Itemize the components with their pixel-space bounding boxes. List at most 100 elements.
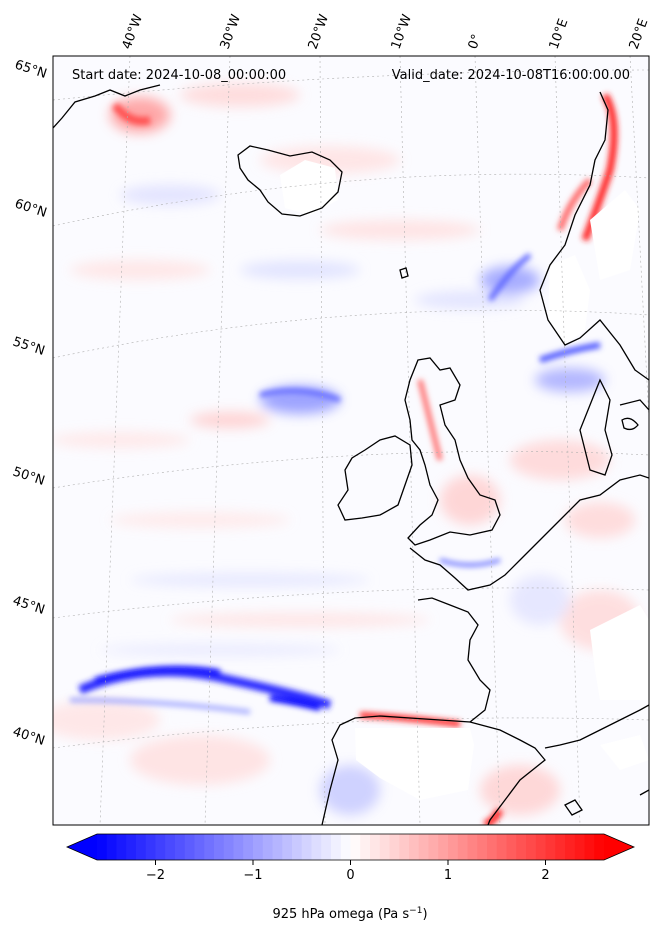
- colorbar-cell: [477, 834, 488, 860]
- colorbar-cell: [418, 834, 430, 860]
- colorbar-cell: [428, 834, 439, 860]
- colorbar-label: 925 hPa omega (Pa s−1): [272, 906, 427, 922]
- graticule: [53, 56, 649, 825]
- no-data-norway: [548, 255, 590, 345]
- lat-label-50n: 50°N: [11, 465, 47, 489]
- omega-field: [53, 56, 649, 825]
- colorbar-outline: [65, 833, 636, 861]
- colorbar-cell: [292, 834, 303, 860]
- latitude-labels: 65°N 60°N 55°N 50°N 45°N 40°N: [11, 58, 49, 749]
- lon-label-20e: 20°E: [627, 17, 652, 52]
- colorbar-cell: [233, 834, 244, 860]
- colorbar-cell: [311, 834, 322, 860]
- colorbar-cell: [574, 834, 586, 860]
- coast-med: [544, 704, 649, 749]
- colorbar-cell: [516, 834, 527, 860]
- colorbar-cell: [389, 834, 400, 860]
- colorbar-cell: [370, 834, 381, 860]
- colorbar-cell: [155, 834, 166, 860]
- colorbar-cell: [301, 834, 313, 860]
- colorbar-cell: [457, 834, 469, 860]
- lon-label-10w: 10°W: [389, 12, 415, 51]
- no-data-iceland: [280, 160, 338, 215]
- colorbar-cell: [282, 834, 293, 860]
- colorbar-cell: [106, 834, 118, 860]
- colorbar-cell: [214, 834, 225, 860]
- coast-iceland: [237, 145, 343, 217]
- no-data-iberia: [355, 728, 474, 800]
- colorbar: −2 −1 0 1 2 925 hPa omega (Pa s−1): [65, 833, 636, 922]
- colorbar-cell: [204, 834, 215, 860]
- lon-label-10e: 10°E: [547, 17, 572, 52]
- no-data-alps: [590, 605, 649, 700]
- map-frame: [52, 55, 650, 826]
- colorbar-cell: [116, 834, 127, 860]
- colorbar-extend-min: [67, 834, 97, 860]
- colorbar-tick-label: 1: [444, 868, 452, 883]
- coast-europe-north: [409, 474, 649, 591]
- colorbar-cell: [165, 834, 176, 860]
- colorbar-cell: [555, 834, 566, 860]
- colorbar-cell: [321, 834, 332, 860]
- start-date-label: Start date: 2024-10-08_00:00:00: [72, 68, 286, 83]
- colorbar-cell: [194, 834, 205, 860]
- colorbar-cell: [487, 834, 498, 860]
- colorbar-cell: [360, 834, 371, 860]
- colorbar-cell: [145, 834, 157, 860]
- coast-great-britain: [404, 357, 501, 546]
- colorbar-cell: [331, 834, 342, 860]
- colorbar-cell: [565, 834, 576, 860]
- colorbar-cell: [350, 834, 361, 860]
- lat-label-40n: 40°N: [11, 725, 47, 749]
- colorbar-tick-label: −2: [146, 868, 165, 883]
- lon-label-40w: 40°W: [120, 12, 146, 51]
- colorbar-cell: [584, 834, 595, 860]
- colorbar-cell: [223, 834, 235, 860]
- lat-label-65n: 65°N: [13, 58, 49, 82]
- coast-faroes: [399, 267, 409, 279]
- coast-iberia-east: [469, 721, 546, 825]
- colorbar-cell: [448, 834, 459, 860]
- coast-norway: [539, 91, 649, 381]
- coastlines: [53, 84, 649, 825]
- colorbar-ticks: −2 −1 0 1 2: [146, 860, 550, 883]
- coast-ireland: [337, 435, 413, 521]
- colorbar-tick-label: 2: [541, 868, 549, 883]
- colorbar-cell: [399, 834, 410, 860]
- coast-denmark: [579, 378, 613, 476]
- colorbar-cell: [184, 834, 196, 860]
- colorbar-cell: [379, 834, 391, 860]
- colorbar-tick-label: 0: [346, 868, 354, 883]
- colorbar-tick-label: −1: [243, 868, 262, 883]
- no-data-scandes: [590, 190, 640, 280]
- lat-label-60n: 60°N: [13, 197, 49, 221]
- colorbar-cell: [126, 834, 137, 860]
- colorbar-cell: [262, 834, 274, 860]
- colorbar-cell: [136, 834, 147, 860]
- colorbar-cell: [496, 834, 508, 860]
- colorbar-cell: [526, 834, 537, 860]
- colorbar-cell: [467, 834, 478, 860]
- colorbar-cell: [340, 834, 352, 860]
- colorbar-cell: [253, 834, 264, 860]
- lat-label-45n: 45°N: [11, 594, 47, 618]
- coast-iberia-west: [321, 715, 471, 825]
- lon-label-30w: 30°W: [218, 12, 244, 51]
- colorbar-cell: [243, 834, 254, 860]
- valid-date-label: Valid_date: 2024-10-08T16:00:00.00: [392, 68, 630, 83]
- no-data-corsica: [600, 735, 649, 770]
- colorbar-cell: [506, 834, 517, 860]
- colorbar-cell: [535, 834, 547, 860]
- colorbar-cell: [545, 834, 556, 860]
- colorbar-cell: [409, 834, 420, 860]
- coast-greenland: [53, 84, 161, 129]
- longitude-labels: 40°W 30°W 20°W 10°W 0° 10°E 20°E: [120, 12, 652, 51]
- colorbar-cells: [97, 834, 605, 860]
- colorbar-cell: [272, 834, 283, 860]
- lon-label-20w: 20°W: [306, 12, 332, 51]
- colorbar-cell: [97, 834, 108, 860]
- colorbar-extend-max: [604, 834, 634, 860]
- colorbar-cell: [594, 834, 605, 860]
- colorbar-cell: [438, 834, 449, 860]
